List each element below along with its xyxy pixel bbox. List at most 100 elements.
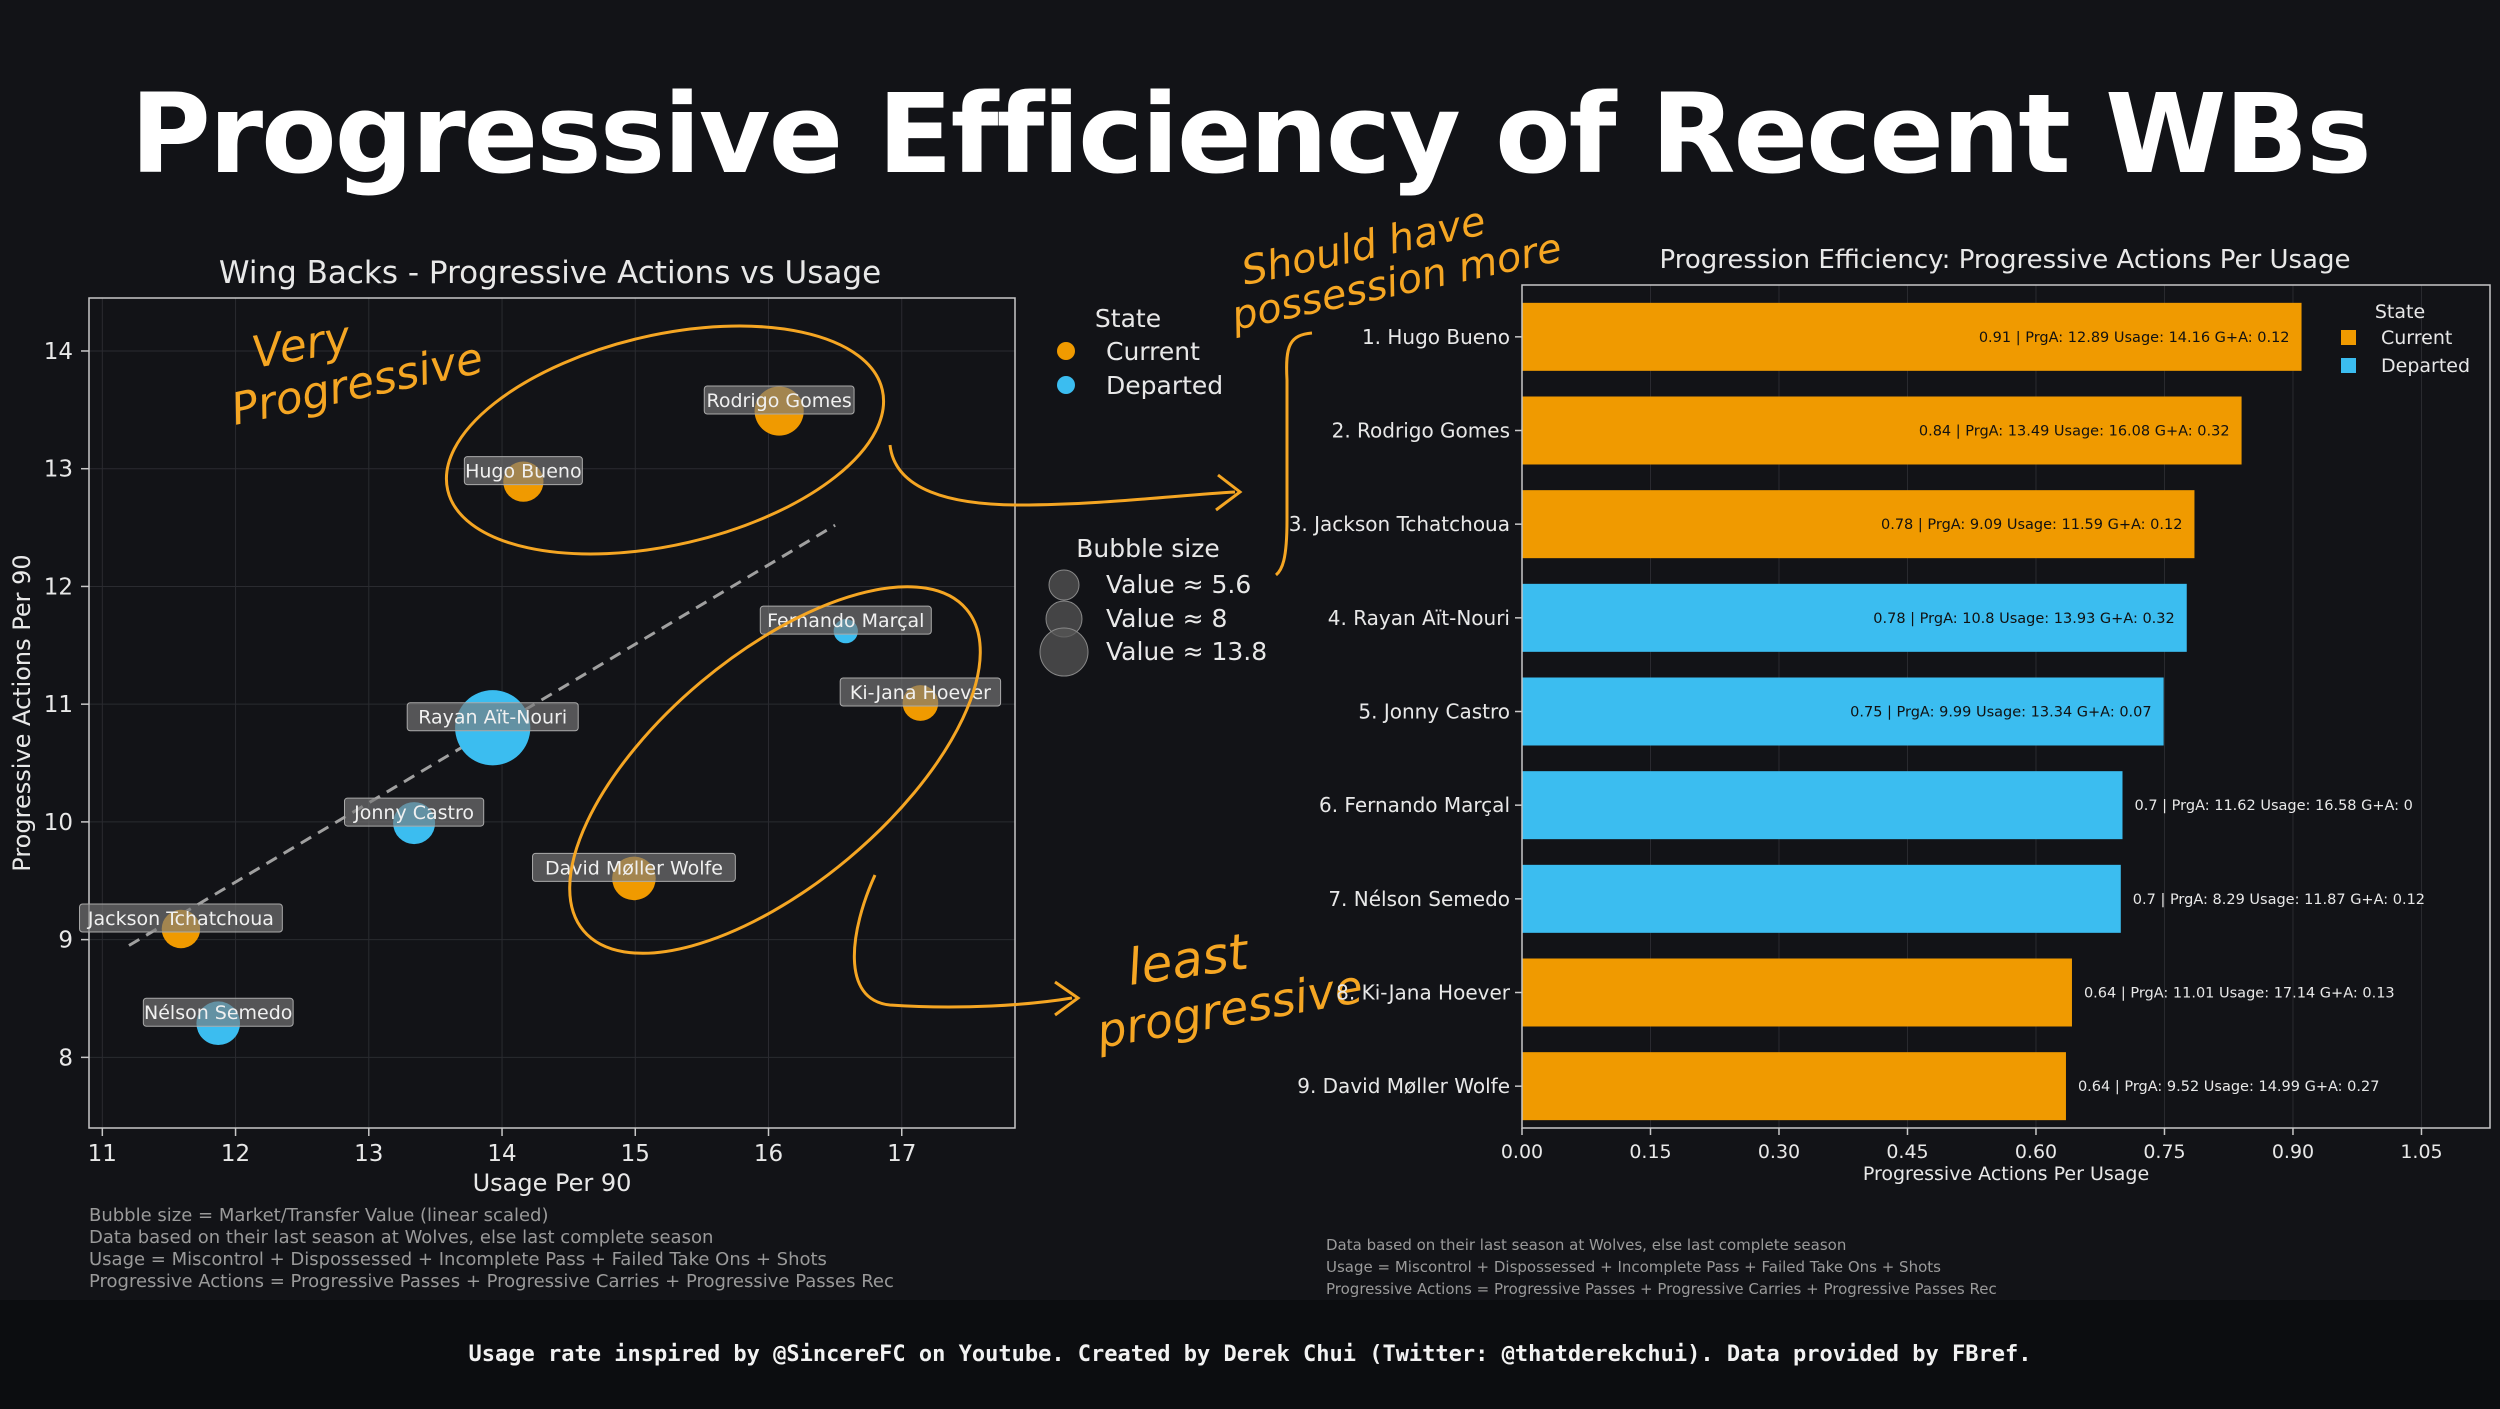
bar-value-label: 0.91 | PrgA: 12.89 Usage: 14.16 G+A: 0.1…	[1979, 330, 2290, 346]
bar-category-label: 9. David Møller Wolfe	[1297, 1074, 1510, 1098]
point-label-box	[142, 997, 294, 1027]
scatter-note-2: Data based on their last season at Wolve…	[89, 1227, 713, 1248]
bubble-size-marker-small	[1048, 569, 1080, 601]
scatter-note-1: Bubble size = Market/Transfer Value (lin…	[89, 1205, 549, 1226]
bar-value-label: 0.64 | PrgA: 9.52 Usage: 14.99 G+A: 0.27	[2078, 1079, 2379, 1095]
bar-ticks: 0.00 0.15 0.30 0.45 0.60 0.75 0.90 1.05 1. Hugo …	[1289, 325, 2443, 1163]
point-label-text: Rodrigo Gomes	[707, 390, 852, 412]
point-label-box	[703, 385, 855, 415]
arrow-top-head	[1215, 473, 1243, 512]
legend-current-label: Current	[1106, 337, 1200, 366]
point-label-text: David Møller Wolfe	[545, 857, 723, 879]
bar-xtick-label: 0.75	[2143, 1141, 2185, 1163]
bar-xtick-label: 0.90	[2272, 1141, 2314, 1163]
point-label-text: Nélson Semedo	[144, 1002, 292, 1024]
bar	[1522, 490, 2195, 559]
arrow-bottom-curve	[852, 874, 1073, 1009]
footer-credits: Usage rate inspired by @SincereFC on You…	[468, 1342, 2032, 1367]
point-label-box	[343, 797, 485, 827]
scatter-ytick-label: 14	[44, 339, 73, 365]
bar-xtick-label: 1.05	[2400, 1141, 2442, 1163]
footer-bar	[0, 1300, 2500, 1409]
scatter-ytick-label: 12	[44, 574, 73, 600]
bar-category-label: 3. Jackson Tchatchoua	[1289, 512, 1510, 536]
ellipse-top-annotation	[444, 324, 886, 556]
scatter-note-4: Progressive Actions = Progressive Passes…	[89, 1271, 894, 1292]
scatter-xtick-label: 13	[354, 1141, 383, 1167]
bar-category-label: 8. Ki-Jana Hoever	[1336, 981, 1511, 1005]
point-label: Fernando Marçal	[759, 605, 932, 635]
scatter-ticks: 11 12 13 14 15 16 17 8 9 10 11 12 13 14	[44, 339, 917, 1167]
point-label-text: Ki-Jana Hoever	[850, 682, 991, 704]
point-label: Rodrigo Gomes	[703, 385, 855, 415]
bar-note-3: Progressive Actions = Progressive Passes…	[1326, 1280, 1997, 1298]
bar	[1522, 396, 2242, 465]
legend-bubble-title: Bubble size	[1076, 534, 1219, 563]
bar	[1522, 302, 2302, 371]
bar-category-label: 6. Fernando Marçal	[1319, 793, 1510, 817]
bar-legend-title: State	[2375, 301, 2425, 323]
bar	[1522, 864, 2121, 933]
bar-xtick-label: 0.00	[1501, 1141, 1543, 1163]
bar-legend-departed-label: Departed	[2381, 355, 2470, 377]
scatter-note-3: Usage = Miscontrol + Dispossessed + Inco…	[89, 1249, 827, 1270]
point-label: David Møller Wolfe	[532, 852, 736, 882]
point-label-text: Fernando Marçal	[767, 610, 924, 632]
scatter-xtick-label: 17	[887, 1141, 916, 1167]
bar-legend-departed-marker	[2341, 358, 2356, 373]
bar-category-label: 4. Rayan Aït-Nouri	[1328, 606, 1510, 630]
bar-xlabel: Progressive Actions Per Usage	[1863, 1163, 2149, 1185]
point-label-box	[463, 456, 583, 486]
bar-legend-current-marker	[2341, 330, 2356, 345]
bar-value-label: 0.7 | PrgA: 11.62 Usage: 16.58 G+A: 0	[2135, 798, 2413, 814]
bar-category-label: 5. Jonny Castro	[1358, 700, 1510, 724]
scatter-xtick-label: 11	[88, 1141, 117, 1167]
scatter-frame	[88, 297, 1016, 1129]
bar-legend-current-label: Current	[2381, 327, 2452, 349]
bar-value-label: 0.78 | PrgA: 9.09 Usage: 11.59 G+A: 0.12	[1881, 517, 2182, 533]
bar-category-label: 7. Nélson Semedo	[1328, 887, 1510, 911]
bar-value-label: 0.64 | PrgA: 11.01 Usage: 17.14 G+A: 0.1…	[2084, 986, 2395, 1002]
point-label: Jonny Castro	[343, 797, 485, 827]
scatter-chart: Wing Backs - Progressive Actions vs Usag…	[8, 255, 1016, 1197]
bar	[1522, 771, 2123, 840]
bar-value-label: 0.7 | PrgA: 8.29 Usage: 11.87 G+A: 0.12	[2133, 892, 2425, 908]
scatter-ytick-label: 8	[58, 1045, 73, 1071]
bar-value-label: 0.84 | PrgA: 13.49 Usage: 16.08 G+A: 0.3…	[1919, 424, 2230, 440]
bar-xtick-label: 0.15	[1629, 1141, 1671, 1163]
scatter-ylabel: Progressive Actions Per 90	[8, 554, 36, 871]
bar-category-label: 1. Hugo Bueno	[1362, 325, 1510, 349]
bar-bars: 0.91 | PrgA: 12.89 Usage: 14.16 G+A: 0.1…	[1522, 302, 2425, 1121]
bar-note-2: Usage = Miscontrol + Dispossessed + Inco…	[1326, 1258, 1941, 1276]
point-label-box	[759, 605, 932, 635]
legend-departed-marker	[1057, 376, 1075, 394]
bar-xtick-label: 0.45	[1886, 1141, 1928, 1163]
scatter-xtick-label: 16	[754, 1141, 783, 1167]
scatter-labels: Hugo Bueno Rodrigo Gomes Jackson Tchatchou…	[79, 385, 1002, 1027]
scatter-xtick-label: 12	[221, 1141, 250, 1167]
legend-current-marker	[1057, 342, 1075, 360]
bubble-size-label-large: Value ≈ 13.8	[1106, 637, 1267, 666]
bar	[1522, 677, 2164, 746]
bar-chart: Progression Efficiency: Progressive Acti…	[1289, 245, 2491, 1185]
bar-value-label: 0.75 | PrgA: 9.99 Usage: 13.34 G+A: 0.07	[1850, 705, 2151, 721]
bar-xtick-label: 0.30	[1758, 1141, 1800, 1163]
scatter-ytick-label: 13	[44, 457, 73, 483]
scatter-ytick-label: 10	[44, 810, 73, 836]
bar-value-label: 0.78 | PrgA: 10.8 Usage: 13.93 G+A: 0.32	[1873, 611, 2174, 627]
scatter-ytick-label: 11	[44, 692, 73, 718]
point-label: Nélson Semedo	[142, 997, 294, 1027]
point-label: Hugo Bueno	[463, 456, 583, 486]
point-label: Jackson Tchatchoua	[79, 903, 283, 933]
point-label: Rayan Aït-Nouri	[406, 702, 579, 732]
bar-notes: Data based on their last season at Wolve…	[1326, 1236, 1997, 1298]
legend-state-title: State	[1095, 304, 1161, 333]
main-title: Progressive Efficiency of Recent WBs	[130, 70, 2372, 198]
scatter-xtick-label: 14	[487, 1141, 516, 1167]
point-label: Ki-Jana Hoever	[839, 677, 1002, 707]
bar-title: Progression Efficiency: Progressive Acti…	[1660, 245, 2351, 275]
bar	[1522, 1052, 2066, 1121]
scatter-legend: State Current Departed Bubble size Value…	[1039, 304, 1267, 677]
bar	[1522, 583, 2187, 652]
